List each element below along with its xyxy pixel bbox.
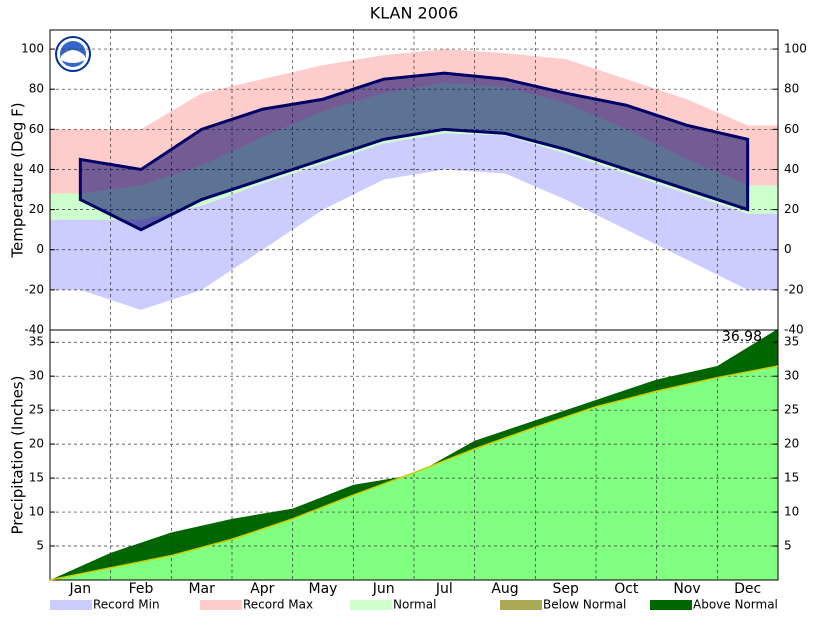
y-tick-label: -20 [784, 282, 804, 296]
y-tick-label: 20 [29, 202, 44, 216]
legend-label: Below Normal [543, 598, 626, 612]
legend-label: Normal [393, 598, 436, 612]
x-tick-label: Jun [372, 581, 395, 597]
y-tick-label: 40 [784, 162, 799, 176]
y-tick-label: 30 [29, 369, 44, 383]
y-tick-label: -20 [24, 282, 44, 296]
y-tick-label: 15 [29, 471, 44, 485]
y-tick-label: 15 [784, 471, 799, 485]
y-tick-label: -40 [24, 323, 44, 337]
y-tick-label: 0 [784, 242, 792, 256]
y-tick-label: 20 [29, 437, 44, 451]
legend-swatch [50, 600, 92, 610]
legend-swatch [200, 600, 242, 610]
x-tick-label: Apr [250, 581, 274, 597]
y-tick-label: 80 [29, 82, 44, 96]
plot-frame [49, 329, 779, 581]
y-tick-label: -40 [784, 323, 804, 337]
y-tick-label: 35 [784, 335, 799, 349]
y-tick-label: 60 [29, 122, 44, 136]
y-tick-label: 0 [36, 242, 44, 256]
x-tick-label: Mar [188, 581, 215, 597]
y-tick-label: 20 [784, 437, 799, 451]
normal-line [49, 365, 779, 581]
noaa-logo [55, 36, 91, 72]
legend-swatch [350, 600, 392, 610]
legend-label: Above Normal [693, 598, 778, 612]
y-tick-label: 100 [784, 42, 807, 56]
x-tick-label: Oct [614, 581, 639, 597]
y-tick-label: 35 [29, 335, 44, 349]
y-tick-label: 5 [36, 539, 44, 553]
y-axis-label: Temperature (Deg F) [9, 102, 27, 258]
y-tick-label: 20 [784, 202, 799, 216]
x-tick-label: Nov [673, 581, 700, 597]
y-tick-label: 80 [784, 82, 799, 96]
y-tick-label: 10 [29, 505, 44, 519]
chart-title: KLAN 2006 [370, 4, 459, 23]
y-axis-label: Precipitation (Inches) [9, 376, 27, 535]
x-tick-label: Feb [129, 581, 154, 597]
x-tick-label: Jan [69, 581, 92, 597]
y-tick-label: 40 [29, 162, 44, 176]
observed-range [78, 71, 750, 232]
x-tick-label: May [309, 581, 338, 597]
y-tick-label: 30 [784, 369, 799, 383]
annotation: 36.98 [722, 329, 762, 345]
y-tick-label: 10 [784, 505, 799, 519]
y-tick-label: 25 [784, 403, 799, 417]
legend-label: Record Max [243, 598, 313, 612]
legend-label: Record Min [93, 598, 160, 612]
x-tick-label: Aug [491, 581, 518, 597]
x-tick-label: Sep [552, 581, 579, 597]
legend-swatch [650, 600, 692, 610]
x-tick-label: Dec [734, 581, 761, 597]
y-tick-label: 25 [29, 403, 44, 417]
x-tick-label: Jul [435, 581, 453, 597]
legend-swatch [500, 600, 542, 610]
y-tick-label: 60 [784, 122, 799, 136]
y-tick-label: 100 [21, 42, 44, 56]
y-tick-label: 5 [784, 539, 792, 553]
